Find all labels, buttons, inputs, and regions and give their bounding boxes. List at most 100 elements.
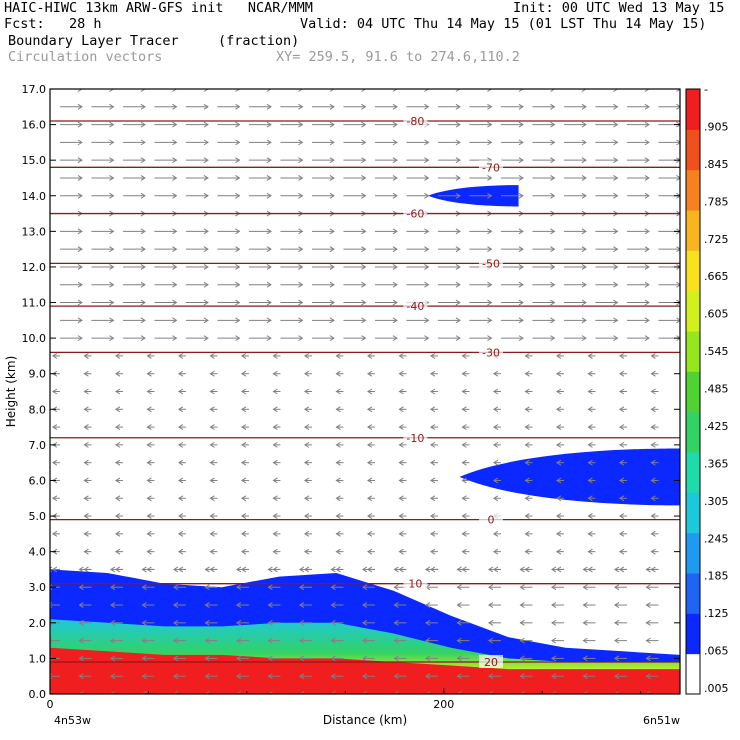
wind-vector-head: [203, 246, 209, 253]
colorbar-segment: [686, 532, 700, 574]
wind-vector-head: [298, 584, 305, 591]
wind-vector-head: [455, 264, 461, 270]
wind-vector-head: [392, 246, 398, 253]
wind-vector-head: [361, 637, 368, 644]
wind-vector-head: [203, 121, 209, 128]
wind-vector-head: [613, 317, 619, 324]
wind-vector-head: [140, 121, 146, 128]
wind-vector-head: [298, 317, 304, 324]
wind-vector-head: [613, 175, 619, 181]
wind-vector-head: [392, 192, 398, 199]
contour-label-bg: [403, 576, 428, 590]
wind-vector-head: [392, 281, 398, 288]
forecast-hour: Fcst: 28 h: [4, 16, 102, 32]
wind-vector-head: [366, 352, 373, 359]
colorbar-label: .005: [704, 682, 729, 695]
wind-vector-head: [50, 602, 53, 608]
wind-vector-head: [518, 89, 524, 92]
wind-vector-head: [393, 637, 399, 644]
wind-vector-head: [555, 388, 562, 395]
wind-vector-head: [487, 637, 494, 644]
wind-vector-head: [50, 619, 53, 626]
wind-vector-head: [429, 424, 436, 431]
wind-vector-head: [109, 89, 115, 92]
wind-vector-head: [455, 299, 461, 306]
wind-vector-head: [613, 584, 620, 591]
wind-vector-head: [587, 370, 593, 377]
wind-vector-head: [114, 406, 121, 413]
colorbar-segment: [686, 492, 700, 534]
colorbar-segment: [686, 290, 700, 332]
wind-vector-head: [424, 103, 430, 110]
wind-vector-head: [83, 441, 89, 448]
wind-vector-head: [392, 121, 398, 128]
wind-vector-head: [398, 459, 404, 466]
wind-vector-head: [303, 370, 310, 377]
wind-vector-head: [366, 459, 373, 466]
wind-vector-head: [398, 548, 404, 555]
wind-vector-head: [650, 406, 656, 413]
wind-vector-head: [272, 477, 278, 484]
wind-vector-head: [456, 691, 462, 694]
wind-vector-head: [303, 441, 310, 448]
wind-vector-head: [204, 673, 210, 680]
wind-vector-head: [492, 406, 499, 413]
wind-vector-head: [140, 299, 146, 306]
wind-vector-head: [613, 121, 619, 128]
wind-vector-head: [240, 513, 247, 519]
wind-vector-head: [177, 495, 184, 502]
colorbar-segment: [686, 250, 700, 292]
wind-vector-head: [172, 317, 178, 324]
wind-vector-head: [618, 477, 625, 484]
wind-vector-head: [303, 513, 310, 519]
wind-vector-head: [203, 335, 209, 342]
wind-vector-head: [524, 388, 530, 395]
wind-vector-head: [177, 513, 184, 519]
wind-vector-head: [109, 139, 115, 146]
wind-vector-head: [335, 388, 341, 395]
wind-vector-head: [298, 264, 304, 270]
wind-vector-head: [329, 157, 335, 164]
wind-vector-head: [335, 406, 341, 413]
wind-vector-head: [550, 317, 556, 324]
wind-vector-head: [267, 566, 273, 573]
wind-vector-head: [209, 459, 215, 466]
wind-vector-head: [461, 495, 467, 502]
wind-vector-head: [177, 530, 184, 537]
wind-vector-head: [140, 281, 146, 288]
model-title: HAIC-HIWC 13km ARW-GFS init NCAR/MMM: [4, 0, 313, 16]
wind-vector-head: [456, 566, 462, 573]
wind-vector-head: [235, 299, 241, 306]
wind-vector-head: [587, 530, 593, 537]
wind-vector-head: [109, 602, 116, 608]
wind-vector-head: [582, 619, 588, 626]
wind-vector-head: [581, 335, 587, 342]
wind-vector-head: [550, 602, 557, 608]
colorbar-frame: [685, 88, 701, 695]
wind-vector-head: [581, 103, 587, 110]
wind-vector-head: [492, 388, 499, 395]
wind-vector-head: [581, 228, 587, 235]
wind-vector-head: [487, 673, 494, 680]
x-tick-label: 200: [433, 698, 454, 711]
wind-vector-head: [676, 157, 680, 164]
wind-vector-head: [240, 459, 247, 466]
wind-vector-head: [240, 388, 247, 395]
wind-vector-head: [613, 264, 619, 270]
wind-vector-head: [235, 281, 241, 288]
wind-vector-head: [519, 566, 525, 573]
wind-vector-head: [335, 459, 341, 466]
wind-vector-head: [177, 459, 184, 466]
colorbar-segment: [686, 411, 700, 453]
wind-vector-head: [109, 175, 115, 181]
wind-vector-head: [524, 441, 530, 448]
wind-vector-head: [555, 441, 562, 448]
wind-vector-head: [272, 530, 278, 537]
wind-vector-head: [398, 370, 404, 377]
colorbar-segment: [686, 89, 700, 130]
wind-vector-head: [618, 530, 625, 537]
wind-vector-head: [581, 175, 587, 181]
wind-vector-head: [303, 424, 310, 431]
colorbar-segment: [686, 169, 700, 211]
wind-vector-head: [209, 495, 215, 502]
